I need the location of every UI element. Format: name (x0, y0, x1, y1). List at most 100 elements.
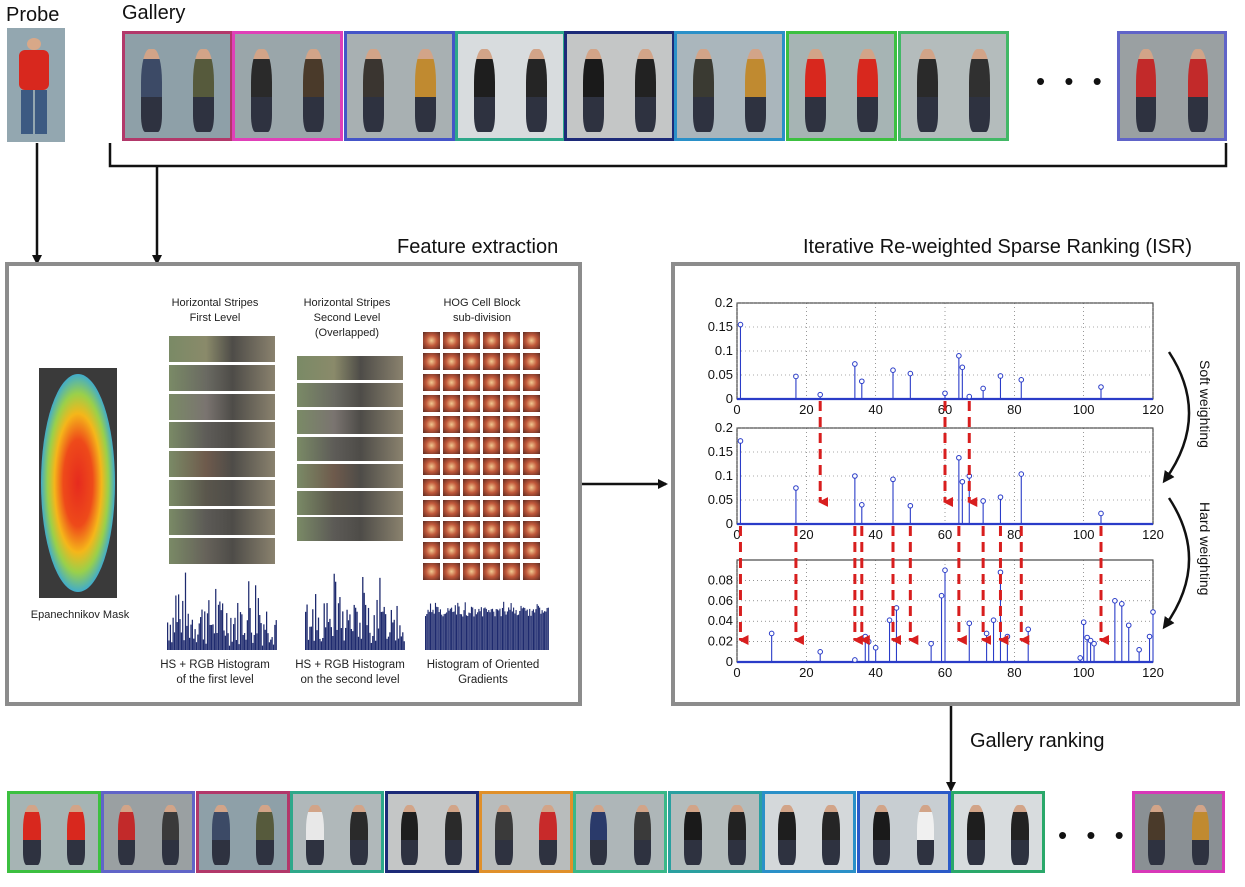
histogram-bar (437, 607, 439, 650)
stripe-image (169, 537, 275, 564)
hog-cell (443, 563, 460, 580)
ranking-ellipsis: • • • (1058, 820, 1130, 850)
histogram-bar (390, 609, 392, 650)
hog-cell (523, 395, 540, 412)
histogram-bar (220, 610, 222, 650)
histogram-bar (468, 612, 470, 650)
histogram-bar (546, 607, 548, 650)
histogram-bar (459, 614, 461, 650)
hog-cell (503, 479, 520, 496)
histogram-bar (443, 614, 445, 650)
histogram-bar (392, 622, 394, 650)
histogram-bar (511, 611, 513, 650)
histogram-bar (480, 607, 482, 650)
histogram-bar (194, 629, 196, 650)
hog-cell (503, 500, 520, 517)
histogram-bar (395, 640, 397, 650)
gallery-thumbnail (564, 31, 675, 141)
histogram-bar (201, 609, 203, 650)
histogram-bar (432, 609, 434, 650)
histogram-bar (310, 626, 312, 650)
histogram-bar (498, 610, 500, 650)
histogram-bar (474, 609, 476, 650)
hog-cell (523, 458, 540, 475)
x-tick-label: 120 (1142, 665, 1164, 680)
histogram-bar (456, 614, 458, 650)
hog-cell (423, 458, 440, 475)
histogram-bar (463, 610, 465, 650)
first-level-histogram (167, 572, 277, 650)
ranked-thumbnail (951, 791, 1045, 873)
histogram-bar (248, 581, 250, 650)
histogram-bar (431, 612, 433, 650)
stem-marker (959, 364, 966, 371)
histogram-bar (478, 608, 480, 650)
stem-marker (1004, 633, 1011, 640)
hog-cell (503, 521, 520, 538)
histogram-bar (198, 623, 200, 650)
histogram-bar (434, 602, 437, 650)
hog-cell (483, 500, 500, 517)
x-tick-label: 0 (733, 527, 740, 542)
histogram-bar (465, 615, 468, 650)
histogram-bar (250, 632, 253, 650)
hog-cell (483, 416, 500, 433)
histogram-bar (433, 613, 435, 650)
histogram-bar (317, 617, 320, 650)
stripe-image (297, 463, 403, 488)
histogram-bar (393, 619, 395, 650)
histogram-bar (357, 636, 360, 650)
stem-marker (1112, 598, 1118, 604)
histogram-bar (208, 600, 210, 650)
histogram-bar (271, 637, 273, 650)
feature-extraction-panel: Epanechnikov Mask Horizontal Stripes Firs… (5, 262, 582, 706)
histogram-bar (224, 635, 226, 650)
histogram-bar (237, 602, 239, 650)
stripes-first-header: Horizontal Stripes First Level (171, 297, 259, 324)
histogram-bar (319, 638, 321, 650)
histogram-bar (183, 640, 185, 650)
histogram-bar (184, 572, 187, 650)
hog-cell (503, 542, 520, 559)
histogram-bar (359, 622, 361, 650)
histogram-bar (245, 639, 247, 650)
stem-marker (817, 649, 823, 655)
histogram-bar (436, 606, 438, 650)
histogram-bar (473, 616, 475, 650)
stem-marker (942, 390, 948, 397)
soft-weighting-label: Soft weighting (1197, 360, 1213, 448)
histogram-bar (195, 642, 198, 650)
stem-marker (907, 370, 914, 377)
x-tick-label: 20 (799, 665, 813, 680)
histogram-bar (330, 627, 332, 650)
histogram-bar (350, 628, 352, 650)
histogram-bar (527, 615, 530, 650)
histogram-bar (534, 612, 536, 650)
histogram-bar (223, 630, 225, 650)
histogram-bar (470, 606, 472, 650)
histogram-bar (215, 588, 217, 650)
hog-histogram (425, 601, 549, 650)
histogram-bar (503, 601, 505, 650)
hog-cell (523, 563, 540, 580)
histogram-bar (366, 625, 368, 650)
stem-marker (1098, 510, 1104, 517)
histogram-bar (365, 604, 367, 650)
x-tick-label: 40 (868, 402, 882, 417)
histogram-bar (537, 605, 539, 650)
histogram-bar (345, 627, 347, 650)
histogram-bar (246, 620, 248, 650)
stem-marker (737, 321, 744, 328)
histogram-bar (428, 611, 430, 650)
stem-marker (886, 617, 893, 623)
histogram-bar (467, 615, 469, 650)
hog-cell (423, 395, 440, 412)
stem-marker (942, 567, 948, 574)
histogram-bar (380, 611, 382, 650)
x-tick-label: 80 (1007, 402, 1021, 417)
gallery-thumbnail (898, 31, 1009, 141)
hog-cell (423, 353, 440, 370)
y-tick-label: 0 (726, 654, 733, 669)
histogram-bar (191, 619, 193, 650)
histogram-bar (249, 608, 251, 650)
